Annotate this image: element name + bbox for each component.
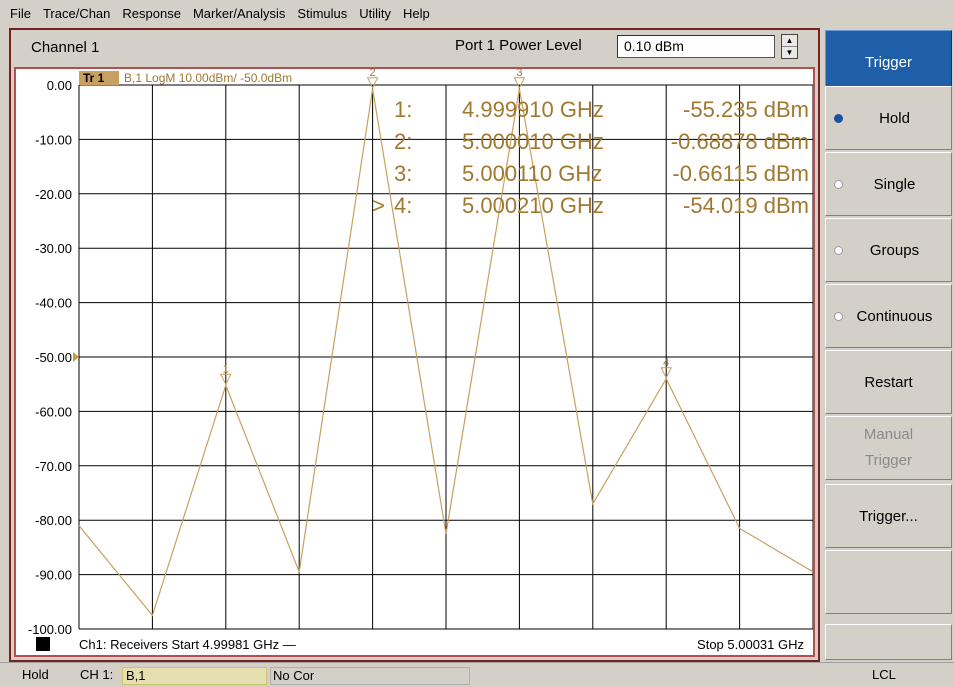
- y-tick-label: 0.00: [47, 78, 72, 93]
- marker-value: -54.019 dBm: [683, 193, 809, 218]
- marker-value: -55.235 dBm: [683, 97, 809, 122]
- blank-softkey[interactable]: [825, 624, 952, 660]
- manual-trigger-label-line2: Trigger: [865, 452, 912, 469]
- marker-label: 1:: [394, 97, 412, 122]
- marker-number: 4: [663, 357, 669, 369]
- y-tick-label: -100.00: [28, 622, 72, 637]
- marker-value: -0.66115 dBm: [672, 161, 809, 186]
- groups-button[interactable]: Groups: [825, 218, 952, 282]
- marker-frequency: 5.000010 GHz: [462, 129, 604, 154]
- trace-badge[interactable]: [79, 71, 119, 85]
- y-tick-label: -50.00: [35, 350, 72, 365]
- marker-frequency: 5.000110 GHz: [462, 161, 602, 186]
- power-level-input[interactable]: 0.10 dBm: [617, 35, 775, 58]
- manual-trigger-button[interactable]: Manual Trigger: [825, 416, 952, 480]
- status-remote: LCL: [872, 667, 896, 682]
- single-label: Single: [873, 175, 916, 193]
- marker-triangle-icon[interactable]: [219, 373, 232, 386]
- menu-help[interactable]: Help: [403, 6, 430, 21]
- marker-label: 2:: [394, 129, 412, 154]
- softkey-panel: Trigger Hold Single Groups Continuous Re…: [822, 28, 954, 662]
- manual-trigger-label-line1: Manual: [863, 426, 914, 443]
- status-trigger-mode: Hold: [22, 667, 49, 682]
- hold-label: Hold: [879, 109, 910, 127]
- menu-trace-chan[interactable]: Trace/Chan: [42, 6, 111, 21]
- y-tick-label: -80.00: [35, 513, 72, 528]
- spin-up-icon[interactable]: ▲: [782, 35, 797, 47]
- trace-line: [78, 88, 813, 617]
- menu-bar: File Trace/Chan Response Marker/Analysis Sti…: [0, 0, 954, 28]
- menu-marker-analysis[interactable]: Marker/Analysis: [192, 6, 286, 21]
- radio-unselected-icon: [834, 246, 843, 255]
- y-tick-label: -30.00: [35, 241, 72, 256]
- restart-button[interactable]: Restart: [825, 350, 952, 414]
- marker-triangle-icon[interactable]: [366, 77, 379, 89]
- continuous-label: Continuous: [856, 307, 933, 325]
- restart-label: Restart: [864, 373, 913, 391]
- trace-info: B,1 LogM 10.00dBm/ -50.0dBm: [124, 71, 292, 85]
- marker-number: 2: [370, 69, 376, 79]
- blank-softkey[interactable]: [825, 550, 952, 614]
- sweep-start-label: Ch1: Receivers Start 4.99981 GHz —: [79, 637, 296, 652]
- radio-unselected-icon: [834, 180, 843, 189]
- marker-number: 1: [223, 363, 229, 375]
- spin-down-icon[interactable]: ▼: [785, 48, 794, 57]
- marker-label: 3:: [394, 161, 412, 186]
- y-tick-label: -60.00: [35, 404, 72, 419]
- status-correction: No Cor: [270, 667, 470, 685]
- y-tick-label: -70.00: [35, 459, 72, 474]
- marker-label: 4:: [394, 193, 412, 218]
- status-bar: Hold CH 1: B,1 No Cor LCL: [0, 662, 954, 687]
- power-level-label: Port 1 Power Level: [455, 37, 582, 54]
- y-tick-label: -10.00: [35, 132, 72, 147]
- trace-badge-label: Tr 1: [83, 71, 105, 85]
- menu-response[interactable]: Response: [122, 6, 181, 21]
- power-level-spinner[interactable]: ▲ ▼: [781, 34, 798, 59]
- channel-window: Channel 1 Port 1 Power Level 0.10 dBm ▲ …: [9, 28, 820, 662]
- menu-file[interactable]: File: [10, 6, 31, 21]
- y-tick-label: -20.00: [35, 187, 72, 202]
- plot-area[interactable]: Tr 1 B,1 LogM 10.00dBm/ -50.0dBm 0.00 -10.0…: [14, 67, 815, 657]
- marker-number: 3: [516, 69, 522, 79]
- softkey-header-label: Trigger: [865, 53, 912, 71]
- radio-selected-icon: [834, 114, 843, 123]
- status-measurement: B,1: [122, 667, 267, 685]
- radio-unselected-icon: [834, 312, 843, 321]
- marker-frequency: 4.999910 GHz: [462, 97, 604, 122]
- sweep-stop-label: Stop 5.00031 GHz: [697, 637, 804, 652]
- marker-triangle-icon[interactable]: [513, 77, 526, 89]
- active-marker-indicator: >: [372, 193, 385, 218]
- reference-level-left-icon: [73, 352, 79, 362]
- groups-label: Groups: [869, 241, 920, 259]
- status-channel: CH 1:: [80, 667, 114, 682]
- continuous-button[interactable]: Continuous: [825, 284, 952, 348]
- trigger-setup-button[interactable]: Trigger...: [825, 484, 952, 548]
- marker-frequency: 5.000210 GHz: [462, 193, 604, 218]
- marker-value: -0.68878 dBm: [671, 129, 809, 154]
- y-tick-label: -90.00: [35, 568, 72, 583]
- channel-color-swatch: [36, 637, 50, 651]
- trigger-menu-header: Trigger: [825, 30, 952, 94]
- single-button[interactable]: Single: [825, 152, 952, 216]
- channel-titlebar: Channel 1 Port 1 Power Level 0.10 dBm ▲ …: [11, 30, 818, 64]
- trace-plot[interactable]: Tr 1 B,1 LogM 10.00dBm/ -50.0dBm 0.00 -10.0…: [16, 69, 813, 655]
- marker-triangle-icon[interactable]: [660, 367, 673, 379]
- menu-stimulus[interactable]: Stimulus: [297, 6, 348, 21]
- trigger-setup-label: Trigger...: [859, 507, 918, 525]
- hold-button[interactable]: Hold: [825, 86, 952, 150]
- menu-utility[interactable]: Utility: [359, 6, 392, 21]
- y-tick-label: -40.00: [35, 296, 72, 311]
- channel-title: Channel 1: [31, 39, 100, 56]
